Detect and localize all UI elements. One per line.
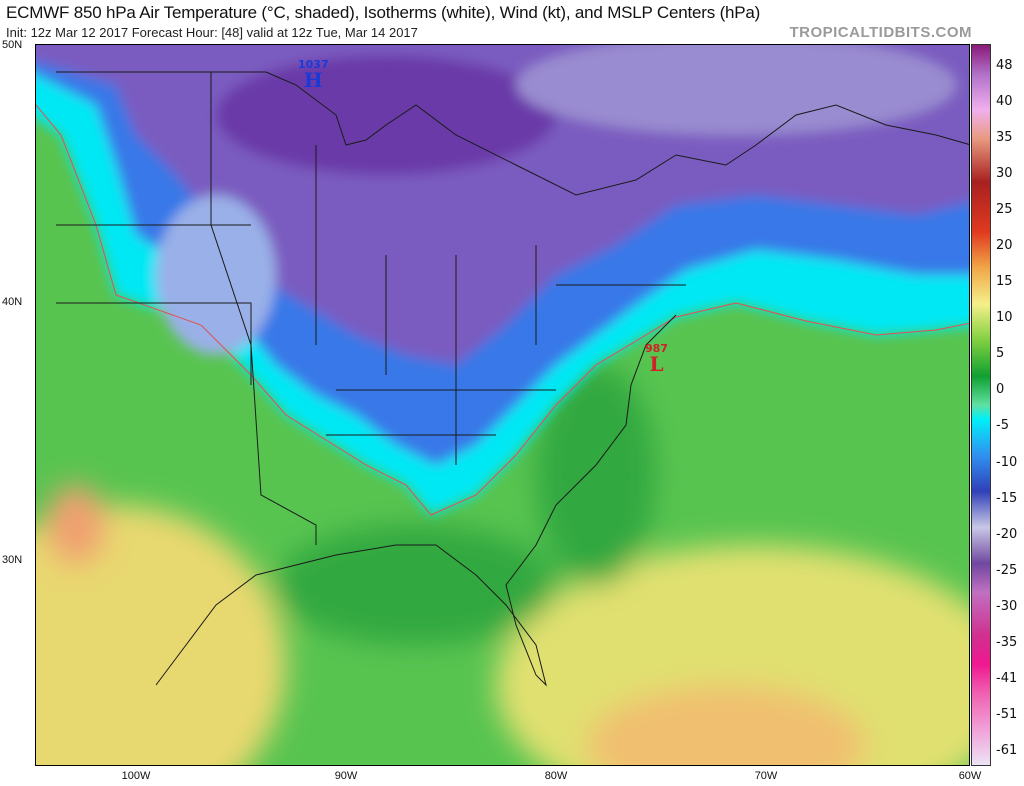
low-symbol: L [649,352,664,376]
colorbar-label: 10 [996,310,1013,326]
colorbar-label: 40 [996,94,1013,110]
lon-label: 80W [544,770,568,782]
political-boundaries [56,71,969,687]
colorbar-label: 25 [996,202,1013,218]
colorbar-labels: 48 40 35 30 25 20 15 10 5 0 -5 -10 -15 -… [996,58,1017,758]
lon-label: 100W [121,770,151,782]
colorbar-label: 35 [996,130,1013,146]
colorbar-label: -35 [996,634,1018,650]
colorbar-label: -5 [996,418,1009,434]
lon-label: 90W [334,770,358,782]
colorbar-label: 48 [996,58,1013,73]
colorbar-label: -51 [996,706,1018,722]
map-shading [36,45,969,765]
colorbar-label: -61 [996,742,1018,758]
temperature-map [35,44,970,766]
yellow-region-sw [36,505,286,765]
colorbar-label: 0 [996,382,1005,398]
lon-label: 70W [754,770,778,782]
pressure-value: 987 [645,342,668,355]
pressure-value: 1037 [298,58,329,71]
low-pressure-center: 987 L [645,342,668,376]
map-title: ECMWF 850 hPa Air Temperature (°C, shade… [6,3,761,22]
lat-label: 30N [2,554,23,566]
colorbar-label: 5 [996,346,1005,362]
lat-label: 40N [2,296,23,308]
colorbar-label: -25 [996,562,1018,578]
colorbar-label: -41 [996,670,1018,686]
brand-watermark: TROPICALTIDBITS.COM [789,24,972,41]
colorbar-label: 15 [996,274,1013,290]
freezing-isotherm [36,104,969,516]
lat-label: 50N [2,39,23,51]
colorbar-label: 30 [996,166,1013,182]
colorbar-label: 20 [996,238,1013,254]
lon-label: 60W [958,770,982,782]
colorbar-label: -10 [996,454,1018,470]
colorbar-label: -20 [996,526,1018,542]
colorbar-label: -15 [996,490,1018,506]
high-pressure-center: 1037 H [298,58,329,92]
map-subtitle: Init: 12z Mar 12 2017 Forecast Hour: [48… [6,25,418,40]
high-symbol: H [303,68,323,92]
temperature-colorbar [971,44,991,766]
colorbar-label: -30 [996,598,1018,614]
